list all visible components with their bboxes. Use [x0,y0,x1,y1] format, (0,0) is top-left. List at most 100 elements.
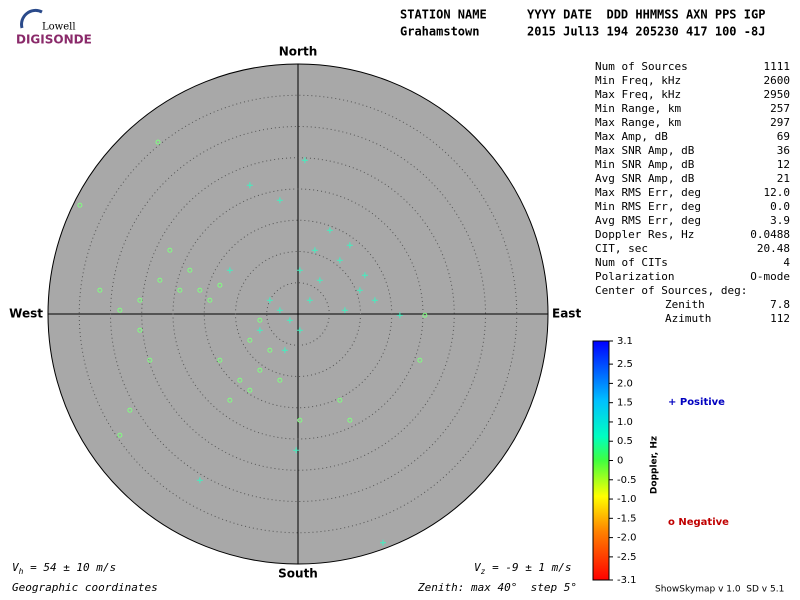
source-positive [346,242,353,249]
zenith-circle [110,126,486,502]
colorbar-tick-label: -1.5 [617,513,637,524]
dir-west: West [9,307,43,321]
source-positive [361,272,368,279]
source-negative [207,297,213,303]
stat-label: Num of CITs [595,256,668,269]
source-positive [311,247,318,254]
center-value: 112 [770,312,790,325]
source-negative [157,277,163,283]
dir-north: North [279,45,317,59]
stat-label: Min Freq, kHz [595,74,681,87]
stat-label: Polarization [595,270,674,283]
source-negative [417,357,423,363]
colorbar-label: Doppler, Hz [650,436,660,494]
colorbar-tick-label: -0.5 [617,475,637,486]
source-positive [296,267,303,274]
stat-value: 69 [777,130,790,143]
source-positive [266,297,273,304]
colorbar-tick-label: 1.5 [617,398,633,409]
zenith-circle [266,282,330,346]
source-positive [286,317,293,324]
source-negative [422,312,428,318]
source-negative [187,267,193,273]
source-positive [316,277,323,284]
zenith-circle [141,157,455,471]
source-positive [326,227,333,234]
legend-negative: o Negative [668,517,729,528]
stat-value: 12.0 [764,186,791,199]
source-negative [197,287,203,293]
stat-value: 2600 [764,74,791,87]
source-negative [247,337,253,343]
stat-value: 12 [777,158,790,171]
vz-label: Vz = -9 ± 1 m/s [474,561,572,576]
stat-label: Avg SNR Amp, dB [595,172,695,185]
source-negative [217,282,223,288]
stat-label: Min RMS Err, deg [595,200,701,213]
source-negative [347,417,353,423]
source-negative [127,407,133,413]
colorbar-tick-label: 0 [617,456,623,467]
stat-value: 297 [770,116,790,129]
colorbar-tick-label: -2.5 [617,552,637,563]
stat-value: 36 [777,144,790,157]
source-negative [247,387,253,393]
logo-swoosh [20,8,43,29]
source-negative [117,307,123,313]
colorbar-tick-label: -2.0 [617,533,637,544]
dir-east: East [552,307,581,321]
stat-value: 21 [777,172,790,185]
source-negative [155,139,161,145]
colorbar-tick-label: -3.1 [617,575,637,586]
stat-label: Min SNR Amp, dB [595,158,695,171]
colorbar-tick-label: 2.0 [617,378,633,389]
zenith-circle [235,251,361,377]
version: ShowSkymap v 1.0 SD v 5.1 [655,585,784,595]
center-title: Center of Sources, deg: [595,284,747,297]
stat-value: 4 [783,256,790,269]
coords-label: Geographic coordinates [12,581,158,594]
source-positive [306,297,313,304]
source-negative [257,367,263,373]
source-negative [147,357,153,363]
source-negative [227,397,233,403]
source-negative [277,377,283,383]
logo-top: Lowell [42,22,76,33]
stat-label: Max Freq, kHz [595,88,681,101]
colorbar-tick-label: -1.0 [617,494,637,505]
stat-value: 2950 [764,88,791,101]
stat-label: Max RMS Err, deg [595,186,701,199]
zenith-circle [78,94,518,534]
source-negative [117,432,123,438]
colorbar [592,340,610,581]
dir-south: South [278,567,318,581]
stat-value: 257 [770,102,790,115]
source-positive [281,347,288,354]
source-negative [257,317,263,323]
zenith-label: Zenith: max 40° step 5° [417,581,577,594]
station-name: Grahamstown [400,25,479,39]
source-negative [137,327,143,333]
stat-label: Num of Sources [595,60,688,73]
source-negative [237,377,243,383]
stat-value: 0.0 [770,200,790,213]
source-positive [256,327,263,334]
source-negative [297,417,303,423]
colorbar-tick-label: 3.1 [617,336,633,347]
source-positive [396,312,403,319]
colorbar-tick-label: 0.5 [617,436,633,447]
source-positive [246,182,253,189]
source-positive [336,257,343,264]
source-negative [77,202,83,208]
colorbar-tick-label: 2.5 [617,359,633,370]
source-positive [356,287,363,294]
source-positive [371,297,378,304]
center-label: Zenith [665,298,705,311]
colorbar-tick-label: 1.0 [617,417,633,428]
stat-value: 20.48 [757,242,790,255]
source-negative [267,347,273,353]
source-positive [276,197,283,204]
source-positive [293,447,300,454]
stat-label: Max Amp, dB [595,130,668,143]
